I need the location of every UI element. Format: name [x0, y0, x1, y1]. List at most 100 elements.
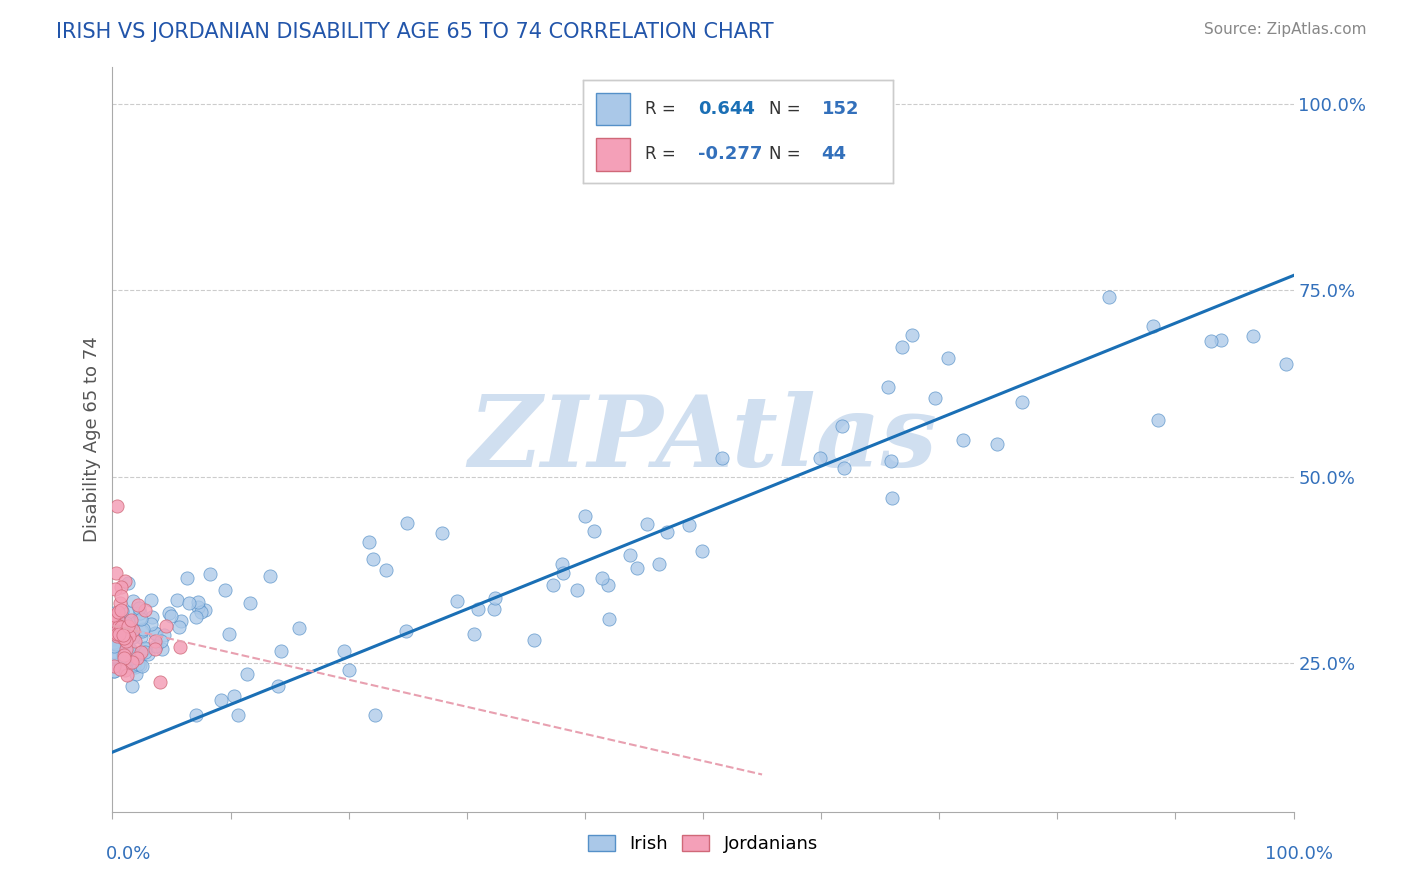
Point	[103, 664, 125, 678]
Point	[122, 648, 145, 662]
Point	[131, 624, 153, 639]
Point	[551, 558, 574, 572]
Point	[879, 454, 901, 468]
Point	[375, 562, 398, 576]
Point	[337, 663, 360, 677]
Point	[636, 516, 658, 531]
Point	[121, 628, 143, 642]
FancyBboxPatch shape	[596, 93, 630, 126]
Point	[363, 552, 385, 566]
Point	[125, 650, 148, 665]
Point	[108, 662, 131, 676]
Point	[111, 646, 134, 660]
Point	[108, 631, 131, 645]
Point	[105, 649, 128, 664]
Point	[132, 622, 155, 636]
Point	[111, 648, 134, 662]
Point	[128, 607, 150, 621]
Point	[155, 618, 177, 632]
Text: N =: N =	[769, 145, 800, 163]
Point	[105, 627, 128, 641]
Point	[129, 612, 152, 626]
Point	[170, 614, 193, 628]
Point	[396, 516, 419, 530]
Point	[105, 566, 128, 581]
Point	[121, 623, 143, 637]
Point	[104, 611, 127, 625]
Point	[117, 647, 139, 661]
Point	[238, 596, 260, 610]
Point	[1199, 334, 1222, 348]
Text: R =: R =	[645, 100, 676, 118]
FancyBboxPatch shape	[596, 137, 630, 170]
Point	[103, 613, 125, 627]
Point	[523, 632, 546, 647]
Point	[110, 602, 132, 616]
Point	[107, 613, 129, 627]
Point	[565, 583, 588, 598]
Point	[187, 599, 209, 614]
Point	[876, 380, 898, 394]
Point	[120, 614, 142, 628]
Point	[112, 648, 135, 662]
Point	[111, 604, 134, 618]
Point	[259, 569, 281, 583]
Point	[129, 657, 152, 672]
Point	[105, 500, 128, 514]
Point	[134, 641, 156, 656]
Text: ZIPAtlas: ZIPAtlas	[468, 391, 938, 488]
Point	[107, 612, 129, 626]
Point	[115, 668, 138, 682]
Point	[105, 637, 128, 651]
Text: 0.644: 0.644	[697, 100, 755, 118]
Point	[127, 657, 149, 672]
Point	[105, 651, 128, 665]
Point	[114, 633, 136, 648]
Point	[117, 605, 139, 619]
Point	[108, 596, 131, 610]
Point	[103, 645, 125, 659]
Point	[112, 631, 135, 645]
Point	[152, 641, 174, 656]
Point	[108, 626, 131, 640]
Point	[626, 561, 648, 575]
Text: 152: 152	[821, 100, 859, 118]
Point	[236, 666, 259, 681]
Point	[143, 634, 166, 648]
Point	[482, 602, 505, 616]
Point	[141, 616, 163, 631]
Point	[598, 612, 620, 626]
Point	[176, 571, 198, 585]
Text: 44: 44	[821, 145, 846, 163]
Point	[149, 674, 172, 689]
Point	[430, 526, 453, 541]
Point	[121, 680, 143, 694]
Point	[108, 624, 131, 639]
Point	[124, 660, 146, 674]
Point	[166, 593, 188, 607]
Point	[648, 557, 671, 571]
Point	[583, 524, 606, 538]
Point	[103, 607, 125, 622]
Point	[124, 657, 146, 672]
Point	[124, 634, 146, 648]
Point	[117, 576, 139, 591]
Point	[598, 578, 620, 592]
Point	[117, 624, 139, 638]
Point	[105, 624, 128, 638]
Point	[114, 574, 136, 589]
Point	[127, 598, 149, 612]
Point	[218, 627, 240, 641]
Point	[224, 690, 246, 704]
Point	[190, 605, 212, 619]
Point	[901, 328, 924, 343]
Point	[467, 602, 489, 616]
Point	[1142, 319, 1164, 334]
Point	[169, 640, 191, 654]
Point	[541, 578, 564, 592]
Point	[103, 640, 125, 654]
Point	[136, 648, 159, 662]
Point	[118, 629, 141, 643]
Point	[1275, 357, 1298, 371]
Point	[891, 340, 914, 354]
